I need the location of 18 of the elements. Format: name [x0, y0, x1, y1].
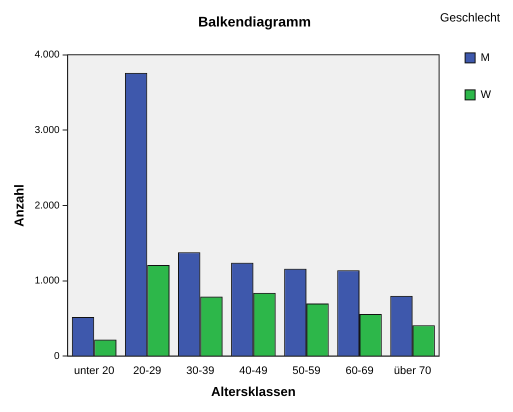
x-tick-label: 60-69 [345, 364, 374, 377]
x-tick-label: über 70 [394, 364, 432, 377]
x-tick-label: 30-39 [186, 364, 214, 377]
y-tick-label: 2.000 [34, 200, 60, 212]
chart-title: Balkendiagramm [198, 13, 311, 30]
x-tick-label: 50-59 [292, 364, 321, 377]
y-tick-label: 3.000 [34, 124, 60, 136]
y-tick-label: 0 [54, 350, 60, 362]
legend-title: Geschlecht [440, 10, 501, 24]
x-tick-label: 40-49 [239, 364, 268, 377]
x-tick-label: unter 20 [74, 364, 114, 377]
y-axis-title: Anzahl [11, 184, 26, 227]
x-tick-label: 20-29 [133, 364, 162, 377]
legend-label: W [480, 88, 492, 101]
legend-label: M [480, 52, 490, 64]
x-axis-title: Altersklassen [211, 384, 296, 399]
y-tick-label: 1.000 [34, 276, 60, 287]
y-tick-label: 4.000 [34, 50, 60, 61]
